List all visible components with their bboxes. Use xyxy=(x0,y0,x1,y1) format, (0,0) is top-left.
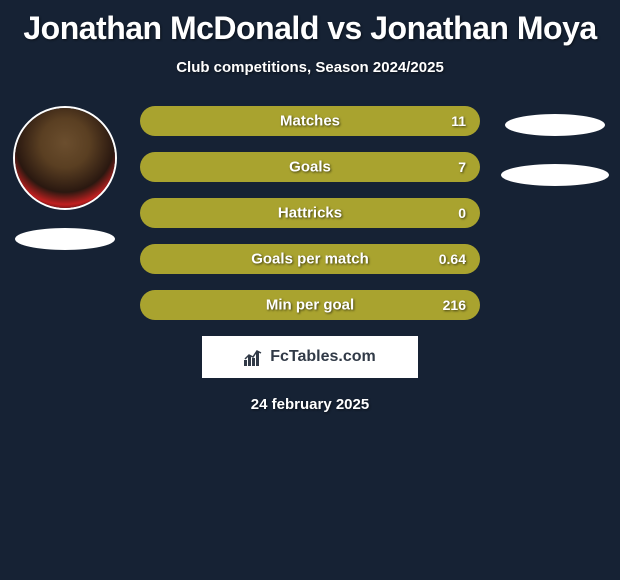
avatar-image xyxy=(15,108,115,208)
stat-value-right: 216 xyxy=(443,297,466,313)
player-right-column xyxy=(500,106,610,186)
stat-bars: Matches 11 Goals 7 Hattricks 0 Goals per… xyxy=(140,106,480,320)
player-left-column xyxy=(10,106,120,250)
stat-label: Goals per match xyxy=(251,251,369,268)
stat-row-mpg: Min per goal 216 xyxy=(140,290,480,320)
stat-row-hattricks: Hattricks 0 xyxy=(140,198,480,228)
player-left-name-oval xyxy=(15,228,115,250)
player-left-avatar xyxy=(13,106,117,210)
player-right-oval-1 xyxy=(505,114,605,136)
stat-label: Goals xyxy=(289,159,331,176)
stat-value-right: 11 xyxy=(451,113,466,129)
page-title: Jonathan McDonald vs Jonathan Moya xyxy=(0,0,620,47)
player-right-oval-2 xyxy=(501,164,609,186)
stat-value-right: 0 xyxy=(458,205,466,221)
subtitle: Club competitions, Season 2024/2025 xyxy=(0,59,620,76)
brand-box[interactable]: FcTables.com xyxy=(202,336,418,378)
chart-icon xyxy=(244,348,264,366)
stat-value-right: 0.64 xyxy=(439,251,466,267)
stat-value-right: 7 xyxy=(458,159,466,175)
brand-text: FcTables.com xyxy=(270,348,376,366)
date-text: 24 february 2025 xyxy=(0,396,620,413)
stat-label: Min per goal xyxy=(266,297,354,314)
stat-label: Hattricks xyxy=(278,205,342,222)
stat-row-goals: Goals 7 xyxy=(140,152,480,182)
stat-row-gpm: Goals per match 0.64 xyxy=(140,244,480,274)
stat-label: Matches xyxy=(280,113,340,130)
comparison-container: Matches 11 Goals 7 Hattricks 0 Goals per… xyxy=(0,106,620,413)
stat-row-matches: Matches 11 xyxy=(140,106,480,136)
